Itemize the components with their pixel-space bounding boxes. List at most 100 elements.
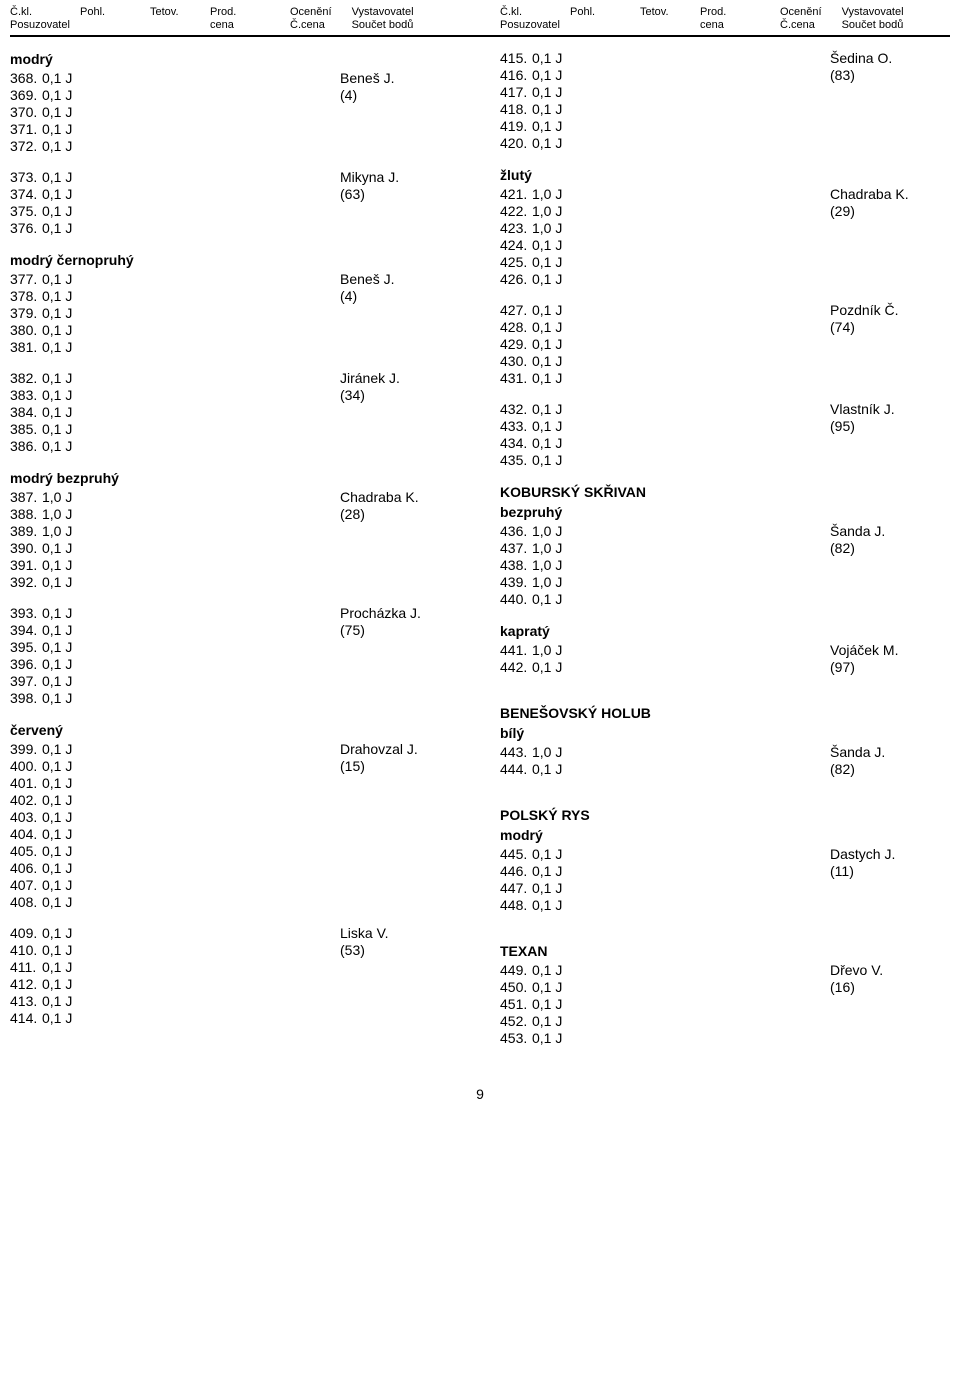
entry-number: 385. xyxy=(10,421,42,437)
spacer xyxy=(500,927,950,941)
entry-row: 404.0,1 J xyxy=(10,825,460,842)
entry-number: 401. xyxy=(10,775,42,791)
entry-value: 0,1 J xyxy=(532,271,562,287)
entry-row: 376.0,1 J xyxy=(10,219,460,236)
entry-exhibitor: (15) xyxy=(340,758,460,774)
entry-value: 0,1 J xyxy=(532,67,562,83)
entry-value: 0,1 J xyxy=(42,993,72,1009)
entry-exhibitor: Beneš J. xyxy=(340,70,460,86)
entry-row: 431.0,1 J xyxy=(500,369,950,386)
entry-exhibitor: Chadraba K. xyxy=(830,186,950,202)
header-col-right: Č.kl.Posuzovatel Pohl. Tetov. Prod.cena … xyxy=(500,6,950,31)
entry-number: 376. xyxy=(10,220,42,236)
h-tetov: Tetov. xyxy=(150,6,210,19)
entry-row: 373.0,1 JMikyna J. xyxy=(10,168,460,185)
entry-value: 0,1 J xyxy=(42,741,72,757)
entry-value: 0,1 J xyxy=(532,897,562,913)
entry-number: 444. xyxy=(500,761,532,777)
entry-number: 400. xyxy=(10,758,42,774)
entry-exhibitor: (97) xyxy=(830,659,950,675)
entry-number: 372. xyxy=(10,138,42,154)
entry-value: 0,1 J xyxy=(42,540,72,556)
entry-row: 414.0,1 J xyxy=(10,1009,460,1026)
entry-number: 448. xyxy=(500,897,532,913)
entry-value: 0,1 J xyxy=(532,135,562,151)
entry-value: 0,1 J xyxy=(532,319,562,335)
h-pohl: Pohl. xyxy=(80,6,150,19)
entry-row: 413.0,1 J xyxy=(10,992,460,1009)
entry-value: 0,1 J xyxy=(532,353,562,369)
entry-number: 446. xyxy=(500,863,532,879)
entry-value: 0,1 J xyxy=(42,925,72,941)
entry-exhibitor: Jiránek J. xyxy=(340,370,460,386)
entry-row: 428.0,1 J(74) xyxy=(500,318,950,335)
group-title: červený xyxy=(10,720,460,740)
entry-number: 373. xyxy=(10,169,42,185)
entry-row: 415.0,1 JŠedina O. xyxy=(500,49,950,66)
group-title: modrý černopruhý xyxy=(10,250,460,270)
entry-value: 0,1 J xyxy=(42,605,72,621)
entry-exhibitor: Dastych J. xyxy=(830,846,950,862)
entry-value: 0,1 J xyxy=(532,996,562,1012)
entry-value: 0,1 J xyxy=(532,418,562,434)
entry-number: 430. xyxy=(500,353,532,369)
entry-number: 377. xyxy=(10,271,42,287)
h-soucet: Součet bodů xyxy=(352,19,414,31)
entry-number: 416. xyxy=(500,67,532,83)
entry-number: 391. xyxy=(10,557,42,573)
entry-exhibitor: Šanda J. xyxy=(830,523,950,539)
group-title: BENEŠOVSKÝ HOLUB xyxy=(500,703,950,723)
entry-row: 441.1,0 JVojáček M. xyxy=(500,641,950,658)
entry-number: 382. xyxy=(10,370,42,386)
entry-row: 449.0,1 JDřevo V. xyxy=(500,961,950,978)
entry-row: 439.1,0 J xyxy=(500,573,950,590)
entry-value: 0,1 J xyxy=(42,860,72,876)
entry-value: 0,1 J xyxy=(532,880,562,896)
entry-row: 438.1,0 J xyxy=(500,556,950,573)
entry-number: 428. xyxy=(500,319,532,335)
entry-row: 405.0,1 J xyxy=(10,842,460,859)
entry-value: 0,1 J xyxy=(532,1013,562,1029)
entry-exhibitor: (83) xyxy=(830,67,950,83)
entry-number: 418. xyxy=(500,101,532,117)
entry-row: 377.0,1 JBeneš J. xyxy=(10,270,460,287)
entry-number: 421. xyxy=(500,186,532,202)
entry-value: 0,1 J xyxy=(42,557,72,573)
entry-value: 1,0 J xyxy=(532,203,562,219)
entry-row: 435.0,1 J xyxy=(500,451,950,468)
entry-row: 447.0,1 J xyxy=(500,879,950,896)
h-vystav: Vystavovatel xyxy=(352,6,414,19)
page-header: Č.kl.Posuzovatel Pohl. Tetov. Prod.cena … xyxy=(10,0,950,37)
entry-number: 389. xyxy=(10,523,42,539)
entry-row: 453.0,1 J xyxy=(500,1029,950,1046)
entry-value: 0,1 J xyxy=(42,87,72,103)
entry-number: 396. xyxy=(10,656,42,672)
entry-number: 398. xyxy=(10,690,42,706)
h-ccena: Č.cena xyxy=(290,19,332,31)
entry-number: 378. xyxy=(10,288,42,304)
spacer xyxy=(500,151,950,165)
entry-value: 0,1 J xyxy=(42,942,72,958)
entry-number: 420. xyxy=(500,135,532,151)
entry-number: 403. xyxy=(10,809,42,825)
entry-row: 417.0,1 J xyxy=(500,83,950,100)
entry-row: 370.0,1 J xyxy=(10,103,460,120)
entry-row: 403.0,1 J xyxy=(10,808,460,825)
spacer xyxy=(10,355,460,369)
entry-number: 371. xyxy=(10,121,42,137)
entry-number: 408. xyxy=(10,894,42,910)
entry-number: 404. xyxy=(10,826,42,842)
entry-row: 371.0,1 J xyxy=(10,120,460,137)
h-prod: Prod. xyxy=(210,6,290,19)
entry-number: 437. xyxy=(500,540,532,556)
entry-number: 427. xyxy=(500,302,532,318)
entry-row: 391.0,1 J xyxy=(10,556,460,573)
entry-row: 410.0,1 J(53) xyxy=(10,941,460,958)
entry-value: 0,1 J xyxy=(42,305,72,321)
entry-value: 0,1 J xyxy=(42,792,72,808)
entry-row: 393.0,1 JProcházka J. xyxy=(10,604,460,621)
entry-value: 1,0 J xyxy=(42,489,72,505)
entry-exhibitor: (82) xyxy=(830,761,950,777)
entry-exhibitor: Beneš J. xyxy=(340,271,460,287)
entry-row: 433.0,1 J(95) xyxy=(500,417,950,434)
